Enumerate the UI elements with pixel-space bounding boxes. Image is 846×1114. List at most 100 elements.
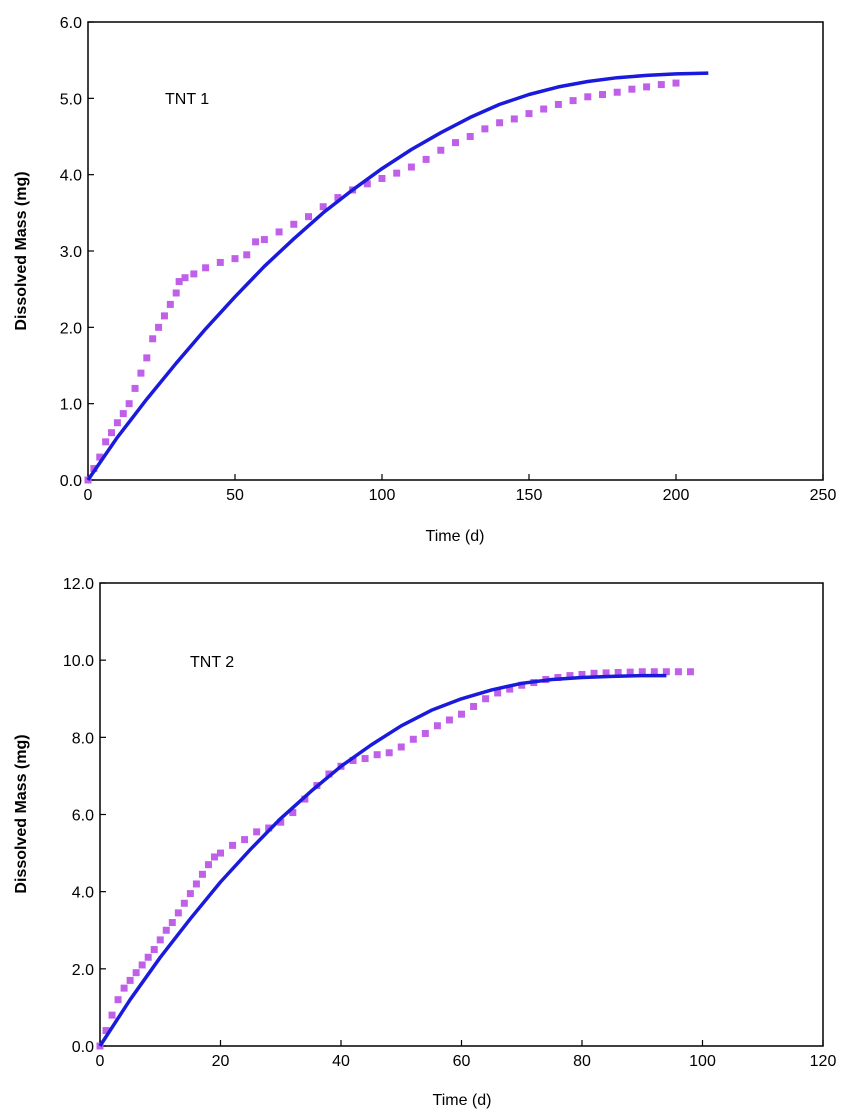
x-tick-label: 0 (84, 487, 93, 504)
data-point (137, 369, 145, 377)
data-point (470, 702, 478, 710)
data-point (162, 926, 170, 934)
data-point (243, 251, 251, 259)
data-point (662, 668, 670, 676)
data-point (496, 119, 504, 127)
data-point (114, 996, 122, 1004)
data-point (525, 110, 533, 118)
y-tick-label: 6.0 (72, 808, 94, 825)
data-point (305, 213, 312, 221)
data-point (253, 828, 261, 836)
data-point (578, 670, 586, 678)
data-point (277, 818, 285, 826)
data-point (481, 125, 489, 133)
data-point (518, 681, 526, 689)
y-ticks: 0.0 1.0 2.0 3.0 4.0 5.0 6.0 (60, 15, 94, 490)
data-point (108, 1011, 116, 1019)
y-ticks: 0.0 2.0 4.0 6.0 8.0 10.0 12.0 (63, 576, 106, 1056)
data-point (445, 716, 453, 724)
x-tick-label: 200 (663, 487, 690, 504)
data-point (437, 146, 445, 154)
data-point (166, 300, 174, 308)
x-tick-label: 20 (212, 1053, 230, 1070)
data-point (510, 115, 518, 123)
x-tick-label: 120 (810, 1053, 837, 1070)
data-point (204, 861, 212, 869)
x-tick-label: 80 (573, 1053, 591, 1070)
data-point (289, 809, 297, 817)
data-point (216, 258, 224, 266)
data-point (602, 669, 610, 677)
data-point (628, 85, 636, 93)
x-tick-label: 100 (369, 487, 396, 504)
data-point (172, 289, 180, 297)
y-axis-title: Dissolved Mass (mg) (13, 734, 30, 893)
x-axis-title: Time (d) (426, 528, 485, 545)
y-tick-label: 6.0 (60, 15, 82, 32)
plot-frame (99, 582, 824, 1047)
data-point (186, 890, 194, 898)
data-point (120, 984, 128, 992)
data-point (378, 174, 386, 182)
data-point (96, 453, 104, 461)
data-point (409, 735, 417, 743)
data-point (265, 824, 273, 832)
data-point (397, 743, 405, 751)
y-tick-label: 2.0 (72, 962, 94, 979)
y-tick-label: 3.0 (60, 244, 82, 261)
data-point (198, 870, 206, 878)
data-point (614, 669, 622, 677)
chart-annotation: TNT 2 (190, 654, 234, 671)
data-point (260, 236, 268, 244)
data-point (433, 722, 441, 730)
data-point (638, 668, 646, 676)
y-tick-label: 1.0 (60, 397, 82, 414)
chart-panel-tnt1: 0 50 100 150 200 250 0.0 1.0 2.0 3.0 4.0 5.0 6.0 TN… (13, 15, 836, 545)
x-ticks: 0 50 100 150 200 250 (84, 474, 836, 504)
data-point (566, 672, 574, 680)
data-point (175, 278, 183, 286)
data-point (119, 410, 127, 418)
data-point (494, 689, 502, 697)
data-point (458, 710, 465, 718)
data-point (385, 749, 393, 757)
data-point (144, 953, 152, 961)
data-point (334, 194, 342, 202)
y-tick-label: 0.0 (60, 473, 82, 490)
data-point (108, 429, 116, 437)
data-point (361, 755, 369, 763)
data-point (672, 79, 680, 87)
data-point (643, 83, 651, 91)
y-axis-title: Dissolved Mass (mg) (13, 171, 30, 330)
x-tick-label: 150 (516, 487, 543, 504)
data-point (290, 220, 298, 228)
data-point (156, 936, 164, 944)
y-tick-label: 4.0 (60, 168, 82, 185)
y-tick-label: 2.0 (60, 320, 82, 337)
data-point (155, 323, 163, 331)
data-point (131, 384, 139, 392)
data-point (674, 668, 682, 676)
data-point (373, 751, 381, 759)
data-point (569, 97, 577, 105)
data-point (584, 93, 592, 101)
data-point (275, 228, 283, 236)
data-point (190, 270, 198, 278)
data-point (407, 163, 415, 171)
model-fit-line (86, 71, 709, 481)
data-point (160, 312, 168, 320)
data-point (126, 976, 134, 984)
data-point (132, 969, 140, 977)
y-tick-label: 4.0 (72, 885, 94, 902)
y-tick-label: 10.0 (63, 653, 94, 670)
x-axis-title: Time (d) (433, 1092, 492, 1109)
chart-annotation: TNT 1 (165, 91, 209, 108)
data-point (252, 238, 260, 246)
model-fit-line (98, 673, 667, 1047)
data-point (217, 849, 224, 857)
data-point (325, 770, 333, 778)
x-tick-label: 40 (332, 1053, 350, 1070)
data-point (174, 909, 182, 917)
data-point (422, 155, 430, 163)
